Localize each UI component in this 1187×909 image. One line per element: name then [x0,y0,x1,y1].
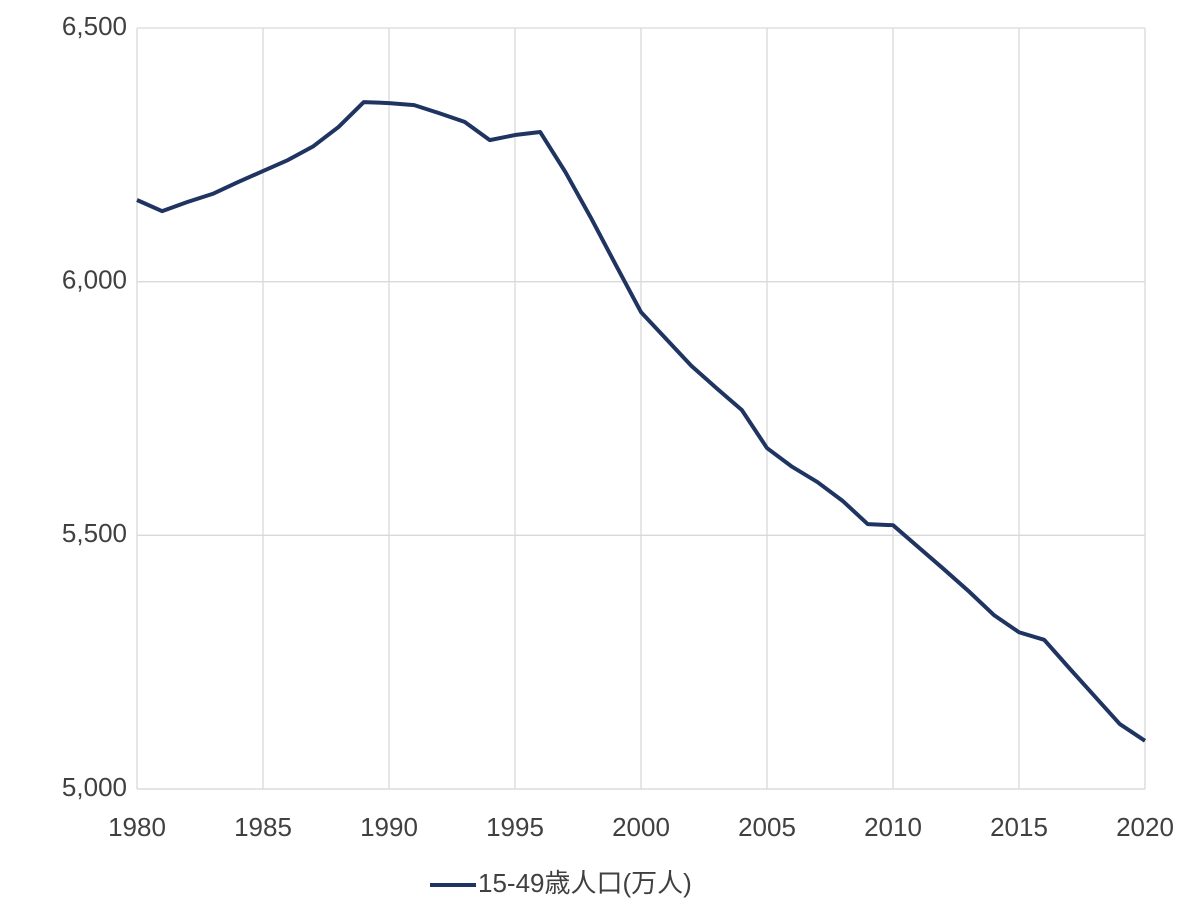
y-tick-label: 5,500 [62,518,127,548]
y-tick-label: 5,000 [62,772,127,802]
x-tick-label: 1990 [360,812,418,842]
data-line [136,100,1147,743]
x-tick-label: 2000 [612,812,670,842]
x-tick-label: 2020 [1116,812,1174,842]
x-tick-label: 2015 [990,812,1048,842]
y-tick-label: 6,500 [62,11,127,41]
x-tick-label: 1995 [486,812,544,842]
x-tick-label: 2005 [738,812,796,842]
x-tick-label: 1985 [234,812,292,842]
legend-label: 15-49歳人口(万人) [478,868,692,898]
x-tick-label: 1980 [108,812,166,842]
y-tick-label: 6,000 [62,265,127,295]
x-tick-label: 2010 [864,812,922,842]
